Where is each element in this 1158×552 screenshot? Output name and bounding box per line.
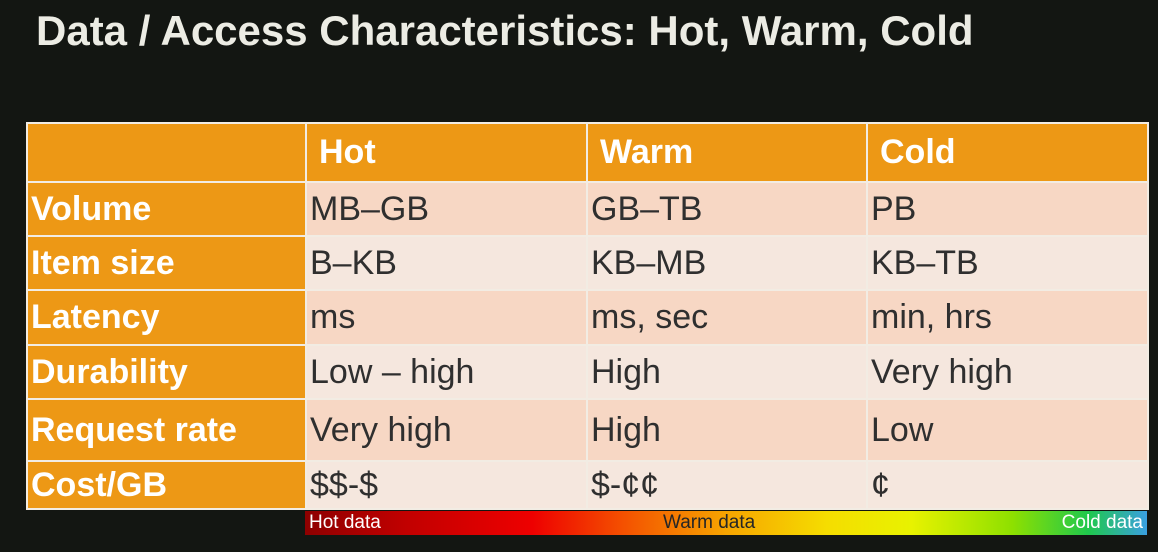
header-cold: Cold	[866, 122, 1149, 183]
table-row-durability: Durability Low – high High Very high	[26, 344, 1149, 400]
cell-warm: KB–MB	[586, 235, 868, 291]
row-label: Item size	[26, 235, 307, 291]
cell-warm: ms, sec	[586, 289, 868, 346]
cell-warm: $-¢¢	[586, 460, 868, 510]
cell-warm: High	[586, 344, 868, 400]
hot-data-label: Hot data	[309, 512, 381, 533]
cell-warm: GB–TB	[586, 181, 868, 237]
table-row-request-rate: Request rate Very high High Low	[26, 398, 1149, 462]
slide-title: Data / Access Characteristics: Hot, Warm…	[36, 7, 974, 54]
temperature-gradient-bar: Hot data Warm data Cold data	[305, 511, 1147, 535]
cell-hot: $$-$	[305, 460, 588, 510]
characteristics-table: Hot Warm Cold Volume MB–GB GB–TB PB Item…	[26, 122, 1149, 510]
cell-hot: ms	[305, 289, 588, 346]
cell-cold: ¢	[866, 460, 1149, 510]
table-row-cost-gb: Cost/GB $$-$ $-¢¢ ¢	[26, 460, 1149, 510]
cell-cold: Low	[866, 398, 1149, 462]
cell-cold: Very high	[866, 344, 1149, 400]
cell-cold: PB	[866, 181, 1149, 237]
cold-data-label: Cold data	[1061, 512, 1143, 533]
table-row-volume: Volume MB–GB GB–TB PB	[26, 181, 1149, 237]
cell-warm: High	[586, 398, 868, 462]
cell-cold: KB–TB	[866, 235, 1149, 291]
cell-hot: Very high	[305, 398, 588, 462]
header-hot: Hot	[305, 122, 588, 183]
table-header-row: Hot Warm Cold	[26, 122, 1149, 183]
warm-data-label: Warm data	[663, 512, 756, 533]
row-label: Volume	[26, 181, 307, 237]
cell-hot: MB–GB	[305, 181, 588, 237]
table-row-item-size: Item size B–KB KB–MB KB–TB	[26, 235, 1149, 291]
row-label: Cost/GB	[26, 460, 307, 510]
cell-cold: min, hrs	[866, 289, 1149, 346]
cell-hot: B–KB	[305, 235, 588, 291]
table-row-latency: Latency ms ms, sec min, hrs	[26, 289, 1149, 346]
cell-hot: Low – high	[305, 344, 588, 400]
row-label: Latency	[26, 289, 307, 346]
row-label: Durability	[26, 344, 307, 400]
header-corner-cell	[26, 122, 307, 183]
header-warm: Warm	[586, 122, 868, 183]
row-label: Request rate	[26, 398, 307, 462]
